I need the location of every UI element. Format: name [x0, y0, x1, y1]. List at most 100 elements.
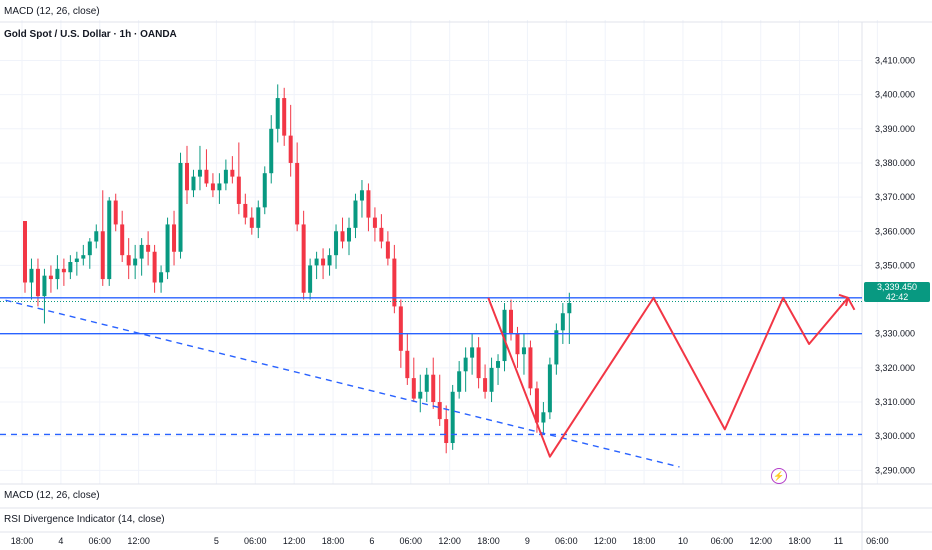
candle-body [87, 241, 92, 256]
x-axis-tick-label: 18:00 [633, 536, 656, 546]
candle-body [483, 378, 488, 392]
candle-body [139, 244, 144, 259]
top-indicator-label[interactable]: MACD (12, 26, close) [4, 6, 100, 17]
x-axis-tick-label: 10 [678, 536, 688, 546]
y-axis-tick-label: 3,300.000 [875, 431, 915, 441]
candle-body [133, 258, 138, 266]
candle-body [444, 419, 449, 444]
x-axis-tick-label: 18:00 [788, 536, 811, 546]
candle-body [489, 367, 494, 392]
x-axis-tick-label: 5 [214, 536, 219, 546]
candle-body [23, 221, 27, 283]
candle-body [554, 330, 559, 365]
last-price-value: 3,339.450 [876, 282, 918, 292]
candle-body [521, 347, 526, 355]
candle-body [385, 241, 390, 259]
x-axis-tick-label: 18:00 [11, 536, 34, 546]
y-axis-tick-label: 3,310.000 [875, 397, 915, 407]
candle-body [372, 217, 377, 228]
candle-body [411, 378, 416, 399]
x-axis-tick-label: 12:00 [127, 536, 150, 546]
candle-body [463, 357, 468, 372]
candle-body [476, 347, 481, 379]
bar-countdown: 42:42 [885, 292, 909, 302]
candle-body [61, 268, 66, 273]
candle-body [502, 309, 507, 362]
candle-body [470, 347, 475, 358]
symbol-title[interactable]: Gold Spot / U.S. Dollar · 1h · OANDA [4, 29, 177, 40]
candle-body [534, 388, 539, 423]
y-axis-tick-label: 3,360.000 [875, 226, 915, 236]
x-axis-tick-label: 06:00 [244, 536, 267, 546]
candle-body [68, 262, 73, 273]
candle-body [528, 347, 533, 389]
candle-body [515, 333, 520, 355]
candle-body [450, 391, 455, 444]
candle-body [379, 227, 384, 242]
y-axis-tick-label: 3,290.000 [875, 465, 915, 475]
candle-body [457, 371, 462, 392]
x-axis-tick-label: 12:00 [594, 536, 617, 546]
y-axis-tick-label: 3,380.000 [875, 158, 915, 168]
candle-body [359, 190, 364, 201]
candle-body [172, 224, 177, 252]
trendline-dashed [5, 299, 680, 468]
x-axis-tick-label: 12:00 [283, 536, 306, 546]
candle-body [146, 244, 151, 252]
candle-body [126, 255, 131, 266]
candle-body [366, 190, 371, 218]
y-axis-tick-label: 3,350.000 [875, 260, 915, 270]
macd-pane-label[interactable]: MACD (12, 26, close) [4, 490, 100, 501]
x-axis-tick-label: 06:00 [555, 536, 578, 546]
y-axis-tick-label: 3,330.000 [875, 329, 915, 339]
candle-body [55, 268, 60, 280]
candle-body [547, 364, 552, 413]
candle-body [295, 162, 300, 225]
candle-body [541, 412, 546, 423]
x-axis-tick-label: 11 [834, 536, 843, 546]
candle-body [197, 169, 202, 177]
candle-body [334, 231, 339, 256]
candle-body [210, 183, 215, 191]
candle-body [223, 169, 228, 184]
candle-body [308, 265, 313, 293]
y-axis-tick-label: 3,410.000 [875, 55, 915, 65]
projection-arrowhead [838, 293, 849, 307]
candle-body [269, 128, 274, 174]
candle-body [314, 258, 319, 266]
x-axis-tick-label: 06:00 [711, 536, 734, 546]
candle-body [94, 231, 99, 242]
rsi-pane-label[interactable]: RSI Divergence Indicator (14, close) [4, 514, 165, 525]
candle-body [301, 224, 306, 293]
candle-body [398, 306, 403, 351]
candle-body [340, 231, 345, 242]
x-axis-tick-label: 06:00 [866, 536, 889, 546]
x-axis-tick-label: 6 [369, 536, 374, 546]
candle-body [282, 98, 287, 136]
candle-body [418, 391, 423, 399]
candle-body [560, 313, 565, 331]
candle-body [107, 200, 112, 280]
last-price-badge: 3,339.450 42:42 [864, 282, 930, 302]
candle-body [165, 224, 170, 273]
candle-body [100, 231, 105, 280]
candle-body [321, 258, 326, 266]
candle-body [185, 162, 189, 191]
candle-body [243, 203, 248, 218]
candle-body [262, 173, 267, 208]
candle-body [113, 200, 118, 225]
candle-body [35, 268, 40, 297]
x-axis-tick-label: 18:00 [322, 536, 345, 546]
candle-body [437, 402, 442, 420]
candle-body [191, 176, 196, 191]
candle-body [230, 169, 235, 177]
candle-body [567, 302, 572, 314]
candle-body [81, 255, 86, 259]
candle-body [392, 258, 397, 307]
x-axis-tick-label: 4 [58, 536, 63, 546]
lightning-icon[interactable]: ⚡ [771, 468, 787, 484]
y-axis-tick-label: 3,320.000 [875, 363, 915, 373]
candle-body [120, 224, 125, 256]
